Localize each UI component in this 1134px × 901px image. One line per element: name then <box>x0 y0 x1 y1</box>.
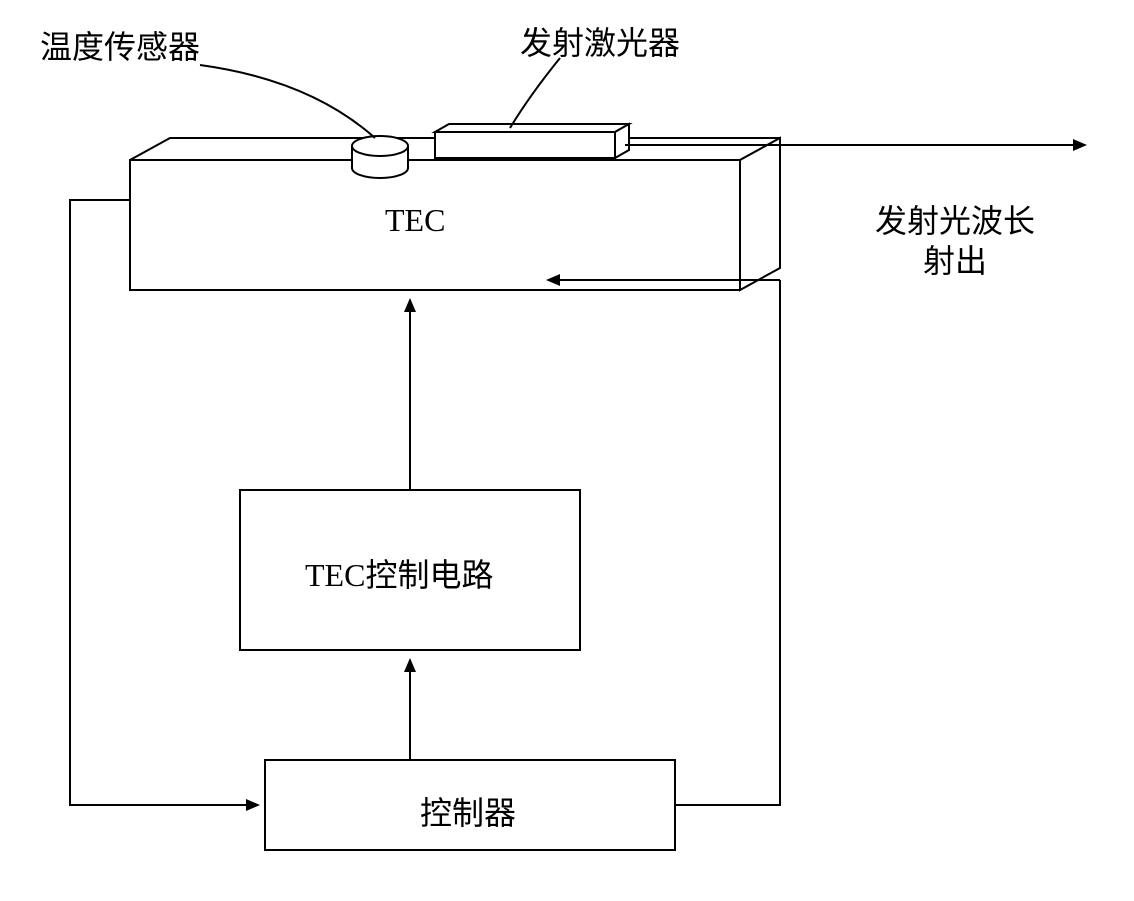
laser-emitter-shape <box>435 124 629 158</box>
leader-laser-emitter <box>510 58 560 128</box>
temp-sensor-shape <box>352 136 408 178</box>
label-tec-control: TEC控制电路 <box>305 550 493 596</box>
label-laser-emitter: 发射激光器 <box>520 18 680 64</box>
label-output-line2: 射出 <box>855 236 1055 282</box>
tec-box <box>130 138 780 290</box>
block-diagram <box>0 0 1134 901</box>
label-tec: TEC <box>385 202 445 239</box>
label-controller: 控制器 <box>420 788 516 834</box>
arrow-controller-to-tec <box>675 280 780 805</box>
label-temp-sensor: 温度传感器 <box>40 22 200 68</box>
leader-temp-sensor <box>200 65 375 138</box>
